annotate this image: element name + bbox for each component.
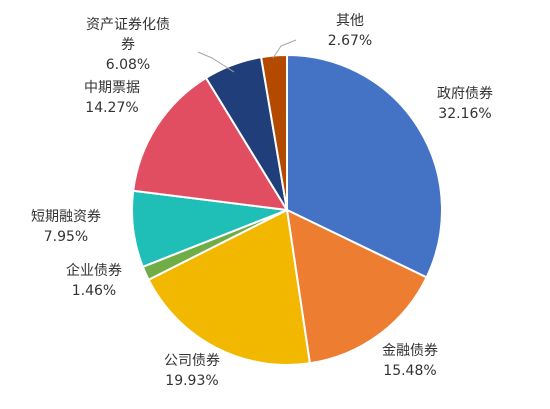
leader-line-8: [272, 39, 297, 59]
slice-name-label: 券: [121, 37, 135, 53]
slice-name-label: 资产证券化债: [86, 17, 170, 33]
slice-value-label: 1.46%: [72, 283, 116, 299]
slice-name-label: 其他: [336, 13, 364, 29]
slice-labels: 政府债券 32.16% 金融债券 15.48% 公司债券 19.93% 企业债券 1.46% 短…: [31, 13, 493, 389]
leader-lines: [197, 39, 297, 73]
slice-label-7: 资产证券化债券 6.08%: [86, 17, 170, 73]
slice-value-label: 2.67%: [328, 33, 372, 49]
slice-value-label: 6.08%: [106, 57, 150, 73]
slice-label-2: 金融债券 15.48%: [382, 343, 438, 379]
leader-line-7: [197, 51, 235, 73]
slice-label-6: 中期票据 14.27%: [84, 80, 140, 116]
slice-name-label: 公司债券: [164, 353, 220, 369]
slice-value-label: 15.48%: [383, 363, 436, 379]
slice-label-8: 其他 2.67%: [328, 13, 372, 49]
slice-value-label: 7.95%: [44, 229, 88, 245]
slice-label-5: 短期融资券 7.95%: [31, 209, 101, 245]
slice-name-label: 短期融资券: [31, 209, 101, 225]
slice-value-label: 14.27%: [85, 100, 138, 116]
pie-slice-3: [147, 208, 312, 366]
pie-slice-8: [259, 53, 288, 211]
slice-name-label: 政府债券: [437, 86, 493, 102]
slice-name-label: 中期票据: [84, 80, 140, 96]
slice-label-3: 公司债券 19.93%: [164, 353, 220, 389]
pie-slices: [131, 53, 443, 366]
pie-slice-1: [286, 53, 443, 279]
slice-value-label: 32.16%: [438, 106, 491, 122]
pie-slice-6: [132, 76, 289, 212]
slice-name-label: 企业债券: [66, 262, 122, 279]
slice-label-1: 政府债券 32.16%: [437, 86, 493, 122]
slice-name-label: 金融债券: [382, 343, 438, 359]
slice-value-label: 19.93%: [165, 373, 218, 389]
slice-label-4: 企业债券 1.46%: [66, 262, 122, 299]
pie-slice-2: [285, 208, 428, 365]
